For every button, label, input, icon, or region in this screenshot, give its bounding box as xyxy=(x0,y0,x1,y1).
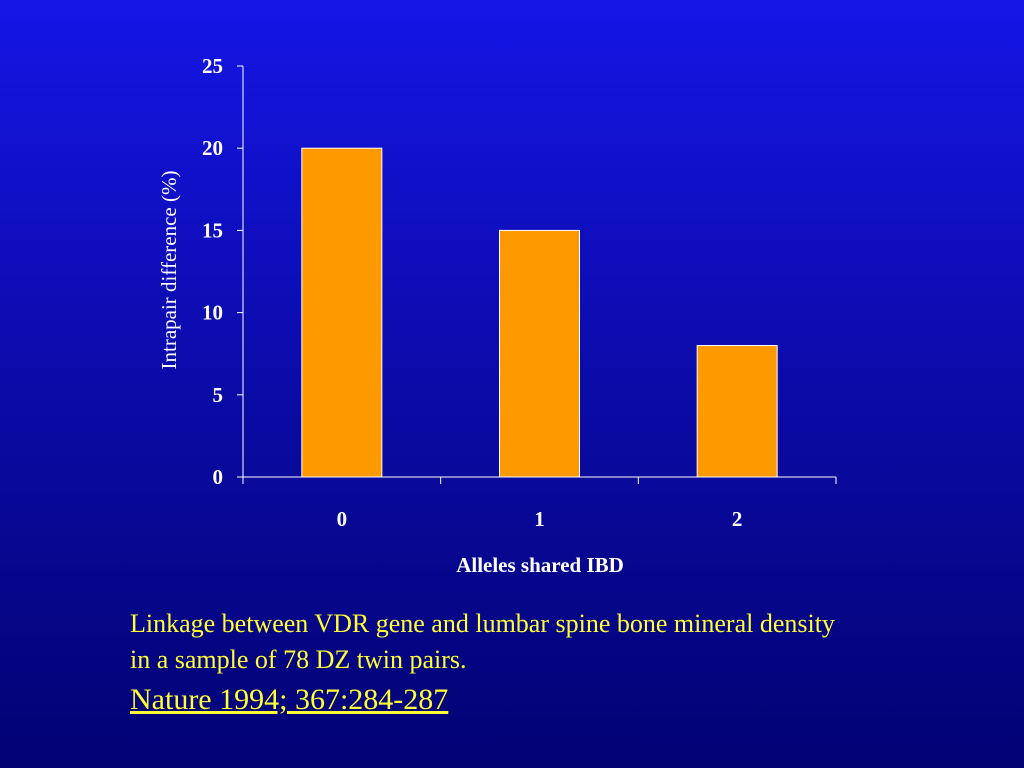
bar-2 xyxy=(696,344,778,478)
bar-0 xyxy=(301,147,383,478)
bars-group xyxy=(301,147,778,478)
y-tick-label: 25 xyxy=(202,54,223,78)
x-tick-labels: 0 1 2 xyxy=(337,507,743,531)
x-tick-label: 1 xyxy=(534,507,545,531)
x-axis-title: Alleles shared IBD xyxy=(456,553,624,577)
y-tick-label: 10 xyxy=(202,301,223,325)
caption-line-1: Linkage between VDR gene and lumbar spin… xyxy=(130,609,835,638)
citation-link[interactable]: Nature 1994; 367:284-287 xyxy=(130,683,449,716)
y-axis-title: Intrapair difference (%) xyxy=(157,171,181,370)
y-tick-label: 5 xyxy=(213,383,224,407)
y-tick-label: 0 xyxy=(213,465,224,489)
bar-1 xyxy=(499,229,580,478)
x-tick-label: 0 xyxy=(337,507,348,531)
bar-chart: 0 5 10 15 20 25 0 1 2 Alleles shared IBD Intrap… xyxy=(157,54,837,577)
y-tick-labels: 0 5 10 15 20 25 xyxy=(202,54,223,489)
y-tick-label: 20 xyxy=(202,136,223,160)
caption: Linkage between VDR gene and lumbar spin… xyxy=(130,606,1010,678)
caption-line-2: in a sample of 78 DZ twin pairs. xyxy=(130,645,467,674)
y-tick-label: 15 xyxy=(202,218,223,242)
axes-group xyxy=(237,65,837,484)
x-tick-label: 2 xyxy=(732,507,743,531)
